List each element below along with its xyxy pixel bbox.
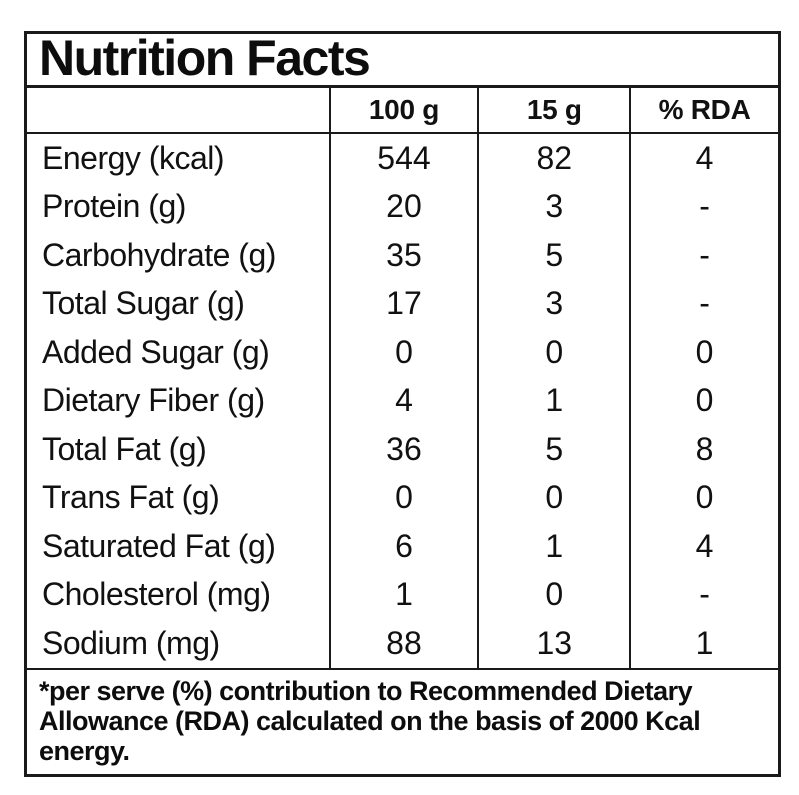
nutrition-facts-label: Nutrition Facts 100 g 15 g % RDA Energy …	[24, 31, 781, 777]
value-per-100g: 4	[331, 376, 480, 425]
value-per-15g: 13	[479, 619, 632, 668]
table-row: Saturated Fat (g) 6 1 4	[27, 522, 778, 571]
table-row: Cholesterol (mg) 1 0 -	[27, 570, 778, 619]
header-col-100g: 100 g	[331, 88, 480, 132]
value-per-100g: 0	[331, 328, 480, 377]
page-title: Nutrition Facts	[39, 29, 371, 86]
table-row: Carbohydrate (g) 35 5 -	[27, 231, 778, 280]
table-row: Sodium (mg) 88 13 1	[27, 619, 778, 668]
nutrient-label: Protein (g)	[27, 182, 331, 231]
value-per-15g: 0	[479, 473, 632, 522]
value-rda-percent: 4	[695, 527, 714, 564]
value-per-100g: 35	[331, 231, 480, 280]
value-per-100g: 1	[331, 570, 480, 619]
nutrient-label: Energy (kcal)	[27, 134, 331, 183]
nutrient-label: Saturated Fat (g)	[27, 522, 331, 571]
value-per-15g: 1	[479, 522, 632, 571]
nutrient-label: Added Sugar (g)	[27, 328, 331, 377]
value-per-100g: 6	[331, 522, 480, 571]
value-rda-percent: 0	[695, 479, 714, 516]
table-row: Dietary Fiber (g) 4 1 0	[27, 376, 778, 425]
nutrient-label: Carbohydrate (g)	[27, 231, 331, 280]
nutrient-label: Sodium (mg)	[27, 619, 331, 668]
nutrient-label: Total Sugar (g)	[27, 279, 331, 328]
nutrient-label: Trans Fat (g)	[27, 473, 331, 522]
nutrient-label: Cholesterol (mg)	[27, 570, 331, 619]
value-per-100g: 88	[331, 619, 480, 668]
value-rda-percent: -	[699, 188, 710, 225]
value-per-100g: 36	[331, 425, 480, 474]
table-row: Trans Fat (g) 0 0 0	[27, 473, 778, 522]
header-col-15g: 15 g	[479, 88, 632, 132]
value-per-15g: 5	[479, 231, 632, 280]
value-rda-percent: -	[699, 236, 710, 273]
value-per-15g: 3	[479, 279, 632, 328]
value-rda-percent: 1	[695, 624, 714, 661]
value-per-15g: 5	[479, 425, 632, 474]
value-per-15g: 0	[479, 328, 632, 377]
value-per-15g: 0	[479, 570, 632, 619]
value-rda-percent: 8	[695, 430, 714, 467]
title-row: Nutrition Facts	[27, 29, 778, 88]
value-rda-percent: 4	[695, 139, 714, 176]
header-blank-cell	[27, 88, 331, 132]
value-per-100g: 544	[331, 134, 480, 183]
table-row: Total Fat (g) 36 5 8	[27, 425, 778, 474]
value-rda-percent: -	[699, 576, 710, 613]
header-row: 100 g 15 g % RDA	[27, 88, 778, 134]
footnote: *per serve (%) contribution to Recommend…	[27, 667, 778, 774]
header-col-rda: % RDA	[658, 94, 751, 125]
table-row: Energy (kcal) 544 82 4	[27, 134, 778, 183]
value-rda-percent: -	[699, 285, 710, 322]
value-per-15g: 82	[479, 134, 632, 183]
table-row: Protein (g) 20 3 -	[27, 182, 778, 231]
nutrient-label: Total Fat (g)	[27, 425, 331, 474]
table-body: Energy (kcal) 544 82 4 Protein (g) 20 3 …	[27, 134, 778, 668]
value-per-100g: 0	[331, 473, 480, 522]
value-per-15g: 3	[479, 182, 632, 231]
value-per-100g: 20	[331, 182, 480, 231]
value-per-100g: 17	[331, 279, 480, 328]
nutrient-label: Dietary Fiber (g)	[27, 376, 331, 425]
value-rda-percent: 0	[695, 333, 714, 370]
value-per-15g: 1	[479, 376, 632, 425]
table-row: Added Sugar (g) 0 0 0	[27, 328, 778, 377]
value-rda-percent: 0	[695, 382, 714, 419]
table-row: Total Sugar (g) 17 3 -	[27, 279, 778, 328]
